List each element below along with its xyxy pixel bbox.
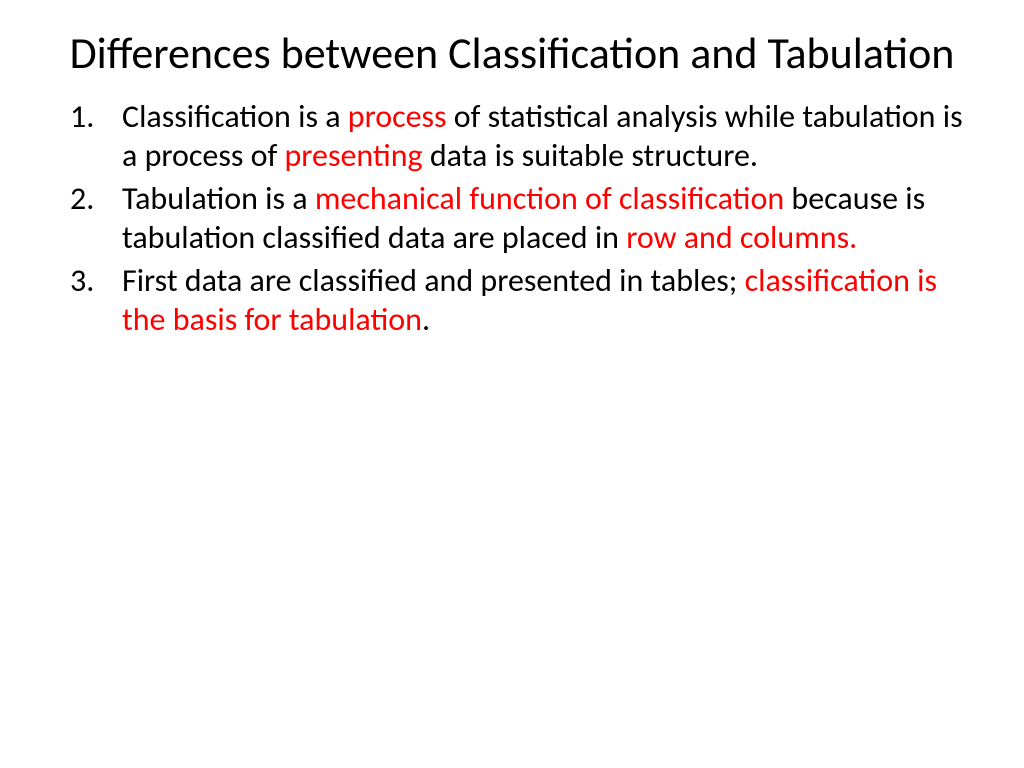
body-text: . <box>422 300 430 339</box>
body-text: Classification is a <box>122 97 348 136</box>
body-text: First data are classified and presented … <box>122 261 745 300</box>
list-item: Tabulation is a mechanical function of c… <box>122 179 974 257</box>
highlight-text: row and columns. <box>626 218 857 257</box>
list-item: First data are classified and presented … <box>122 261 974 339</box>
highlight-text: process <box>348 97 447 136</box>
body-text: data is suitable structure. <box>423 136 758 175</box>
highlight-text: presenting <box>284 136 422 175</box>
body-text: Tabulation is a <box>122 179 315 218</box>
list-item: Classification is a process of statistic… <box>122 97 974 175</box>
difference-list: Classification is a process of statistic… <box>50 97 974 339</box>
slide-title: Differences between Classification and T… <box>50 28 974 79</box>
highlight-text: mechanical function of classification <box>315 179 784 218</box>
slide: Differences between Classification and T… <box>0 0 1024 768</box>
